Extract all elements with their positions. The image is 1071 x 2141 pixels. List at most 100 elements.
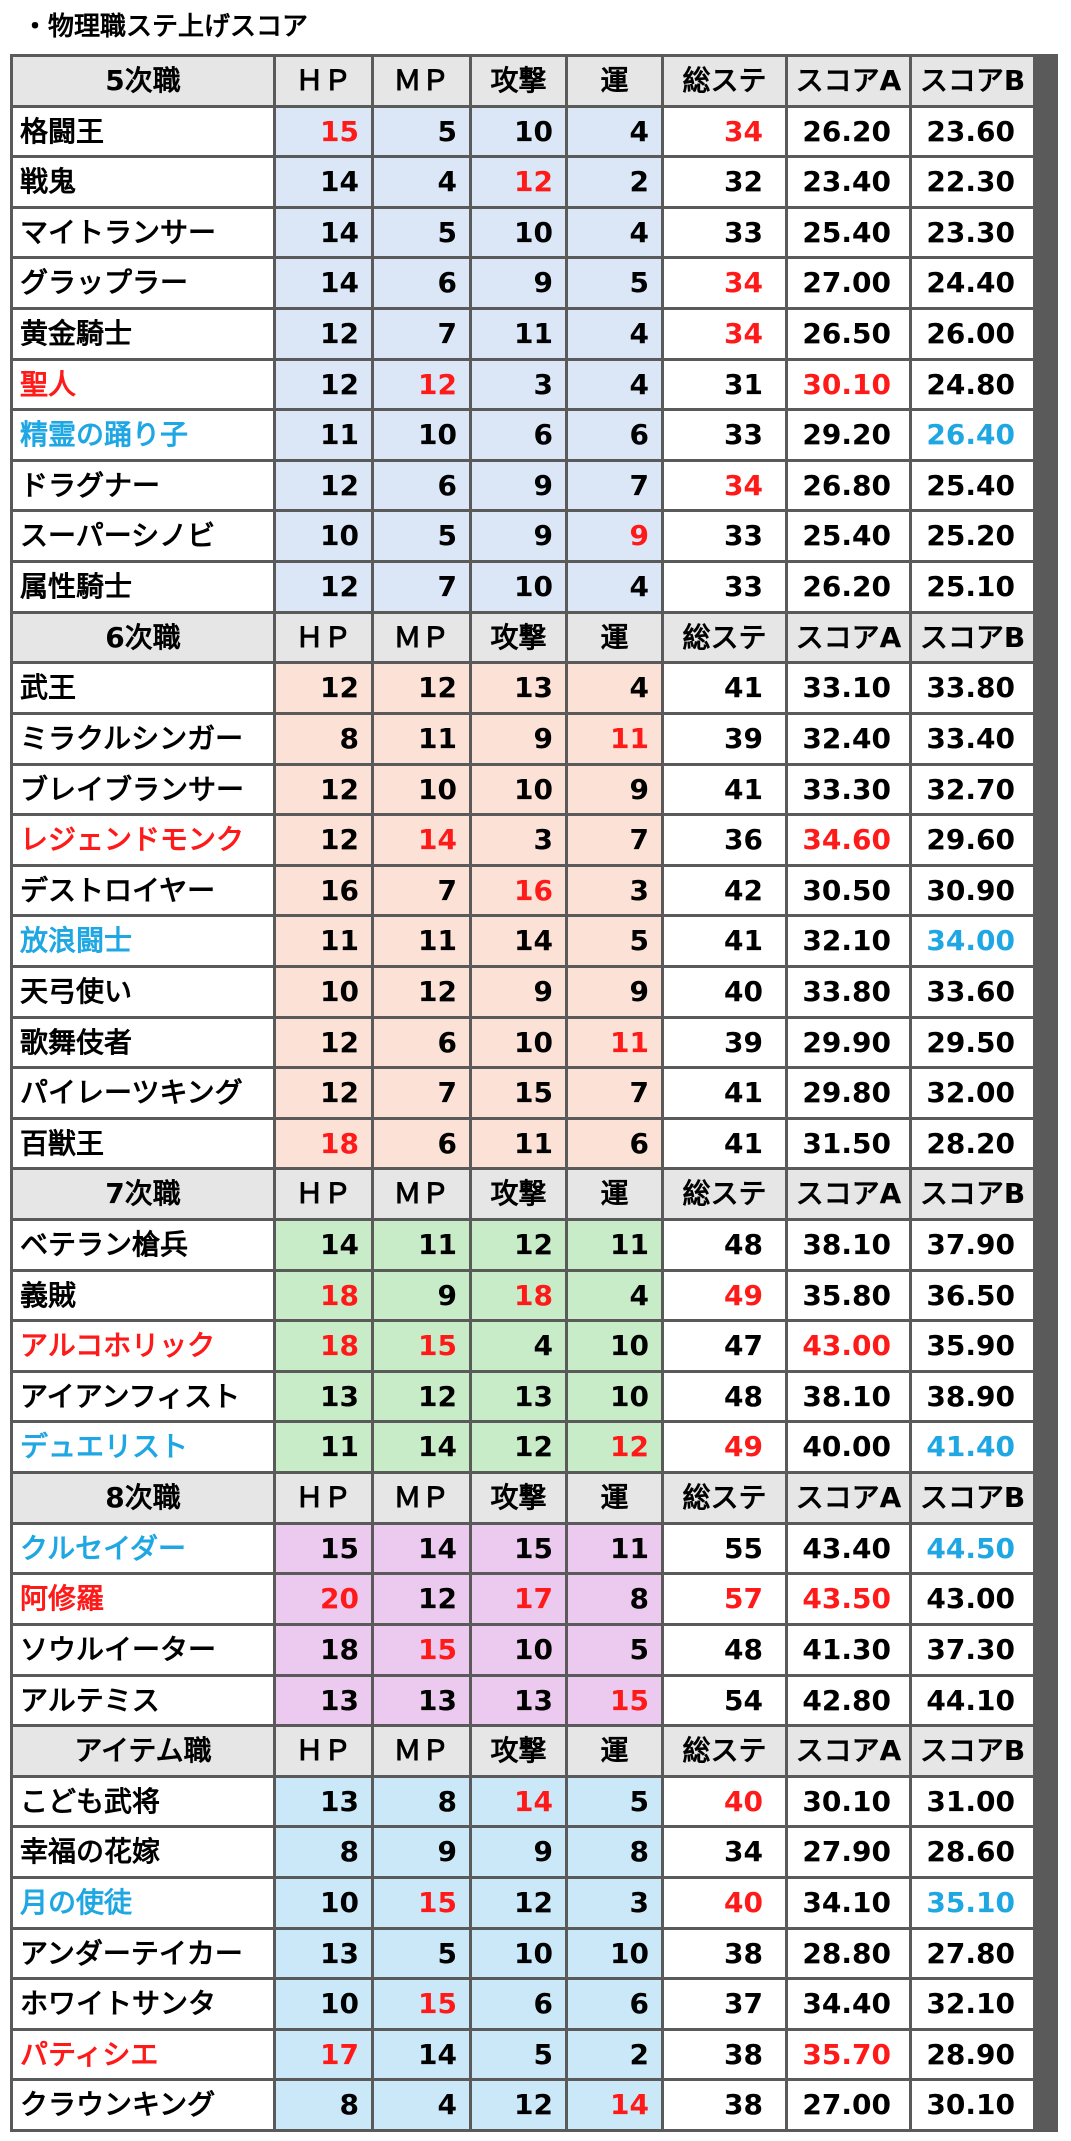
- job-name-cell: 精霊の踊り子: [13, 411, 273, 459]
- score-b-cell: 43.00: [912, 1575, 1033, 1623]
- stat-cell-hp: 20: [276, 1575, 371, 1623]
- section-header-name: 5次職: [13, 57, 273, 105]
- stat-cell-mp: 4: [374, 158, 469, 206]
- stat-cell-hp: 15: [276, 1524, 371, 1573]
- score-b-cell: 32.70: [912, 765, 1033, 814]
- stat-cell-mp: 6: [374, 1119, 469, 1168]
- stat-cell-atk: 13: [472, 1372, 565, 1421]
- stat-cell-luck: 11: [568, 1018, 661, 1067]
- job-name-cell: パティシエ: [13, 2030, 273, 2079]
- stat-cell-hp: 14: [276, 1221, 371, 1269]
- stat-cell-hp: 17: [276, 2030, 371, 2079]
- stat-cell-mp: 7: [374, 866, 469, 915]
- stat-cell-hp: 11: [276, 917, 371, 965]
- column-header: ＨＰ: [276, 1727, 371, 1775]
- stat-cell-atk: 12: [472, 2081, 565, 2129]
- score-a-cell: 26.20: [788, 107, 909, 156]
- stat-cell-atk: 5: [472, 2030, 565, 2079]
- stat-cell-hp: 18: [276, 1322, 371, 1370]
- column-header: 運: [568, 57, 661, 105]
- score-a-cell: 43.40: [788, 1524, 909, 1573]
- stat-cell-luck: 6: [568, 1980, 661, 2028]
- score-b-cell: 44.10: [912, 1676, 1033, 1725]
- stat-cell-hp: 12: [276, 360, 371, 409]
- stat-cell-mp: 4: [374, 2081, 469, 2129]
- total-stat-cell: 34: [664, 259, 785, 308]
- score-b-cell: 36.50: [912, 1271, 1033, 1320]
- stat-cell-luck: 9: [568, 512, 661, 561]
- score-b-cell: 30.10: [912, 2081, 1033, 2129]
- score-a-cell: 33.30: [788, 765, 909, 814]
- job-name-cell: 天弓使い: [13, 967, 273, 1016]
- stat-cell-hp: 18: [276, 1271, 371, 1320]
- stat-cell-hp: 12: [276, 1069, 371, 1117]
- column-header: 総ステ: [664, 1474, 785, 1522]
- job-name-cell: スーパーシノビ: [13, 512, 273, 561]
- job-name-cell: 戦鬼: [13, 158, 273, 206]
- score-b-cell: 22.30: [912, 158, 1033, 206]
- stat-cell-luck: 11: [568, 1524, 661, 1573]
- stat-cell-luck: 8: [568, 1828, 661, 1876]
- stat-cell-atk: 10: [472, 1018, 565, 1067]
- stat-cell-hp: 12: [276, 664, 371, 712]
- column-header: スコアA: [788, 613, 909, 662]
- total-stat-cell: 33: [664, 208, 785, 257]
- score-b-cell: 34.00: [912, 917, 1033, 965]
- score-a-cell: 26.20: [788, 563, 909, 611]
- job-name-cell: パイレーツキング: [13, 1069, 273, 1117]
- stat-cell-atk: 9: [472, 967, 565, 1016]
- score-a-cell: 43.00: [788, 1322, 909, 1370]
- stat-cell-luck: 4: [568, 563, 661, 611]
- score-a-cell: 30.10: [788, 1777, 909, 1826]
- stat-cell-luck: 10: [568, 1929, 661, 1978]
- score-a-cell: 33.10: [788, 664, 909, 712]
- job-name-cell: ドラグナー: [13, 461, 273, 510]
- column-header: スコアB: [912, 1727, 1033, 1775]
- score-a-cell: 30.10: [788, 360, 909, 409]
- score-a-cell: 38.10: [788, 1372, 909, 1421]
- stat-cell-mp: 5: [374, 512, 469, 561]
- total-stat-cell: 48: [664, 1625, 785, 1674]
- score-a-cell: 26.50: [788, 310, 909, 358]
- stat-cell-luck: 2: [568, 158, 661, 206]
- total-stat-cell: 47: [664, 1322, 785, 1370]
- stat-cell-luck: 4: [568, 107, 661, 156]
- total-stat-cell: 40: [664, 1878, 785, 1927]
- stat-cell-hp: 10: [276, 967, 371, 1016]
- score-a-cell: 29.90: [788, 1018, 909, 1067]
- section-header-name: アイテム職: [13, 1727, 273, 1775]
- stat-cell-mp: 5: [374, 208, 469, 257]
- stat-cell-mp: 5: [374, 107, 469, 156]
- job-name-cell: レジェンドモンク: [13, 816, 273, 864]
- job-name-cell: グラップラー: [13, 259, 273, 308]
- total-stat-cell: 40: [664, 1777, 785, 1826]
- score-b-cell: 41.40: [912, 1423, 1033, 1472]
- stat-cell-hp: 8: [276, 714, 371, 763]
- score-b-cell: 35.90: [912, 1322, 1033, 1370]
- stat-cell-luck: 8: [568, 1575, 661, 1623]
- stat-cell-luck: 6: [568, 411, 661, 459]
- column-header: スコアB: [912, 1474, 1033, 1522]
- stats-grid: 5次職 ＨＰ ＭＰ 攻撃運総ステ スコアA スコアB 格闘王 15 5 10 4 34 26.20 23.…: [13, 57, 1055, 2129]
- score-b-cell: 29.50: [912, 1018, 1033, 1067]
- score-b-cell: 37.90: [912, 1221, 1033, 1269]
- stat-cell-luck: 3: [568, 1878, 661, 1927]
- stat-cell-atk: 14: [472, 917, 565, 965]
- stat-cell-atk: 15: [472, 1069, 565, 1117]
- total-stat-cell: 41: [664, 1069, 785, 1117]
- score-b-cell: 31.00: [912, 1777, 1033, 1826]
- stat-cell-atk: 3: [472, 816, 565, 864]
- stat-cell-mp: 12: [374, 1372, 469, 1421]
- score-a-cell: 34.40: [788, 1980, 909, 2028]
- stat-cell-luck: 10: [568, 1372, 661, 1421]
- job-name-cell: クルセイダー: [13, 1524, 273, 1573]
- page-title: ・物理職ステ上げスコア: [22, 12, 309, 42]
- stat-cell-luck: 4: [568, 664, 661, 712]
- score-b-cell: 25.10: [912, 563, 1033, 611]
- score-a-cell: 34.10: [788, 1878, 909, 1927]
- total-stat-cell: 42: [664, 866, 785, 915]
- stat-cell-luck: 4: [568, 310, 661, 358]
- stat-cell-mp: 6: [374, 461, 469, 510]
- stat-cell-atk: 16: [472, 866, 565, 915]
- job-name-cell: 阿修羅: [13, 1575, 273, 1623]
